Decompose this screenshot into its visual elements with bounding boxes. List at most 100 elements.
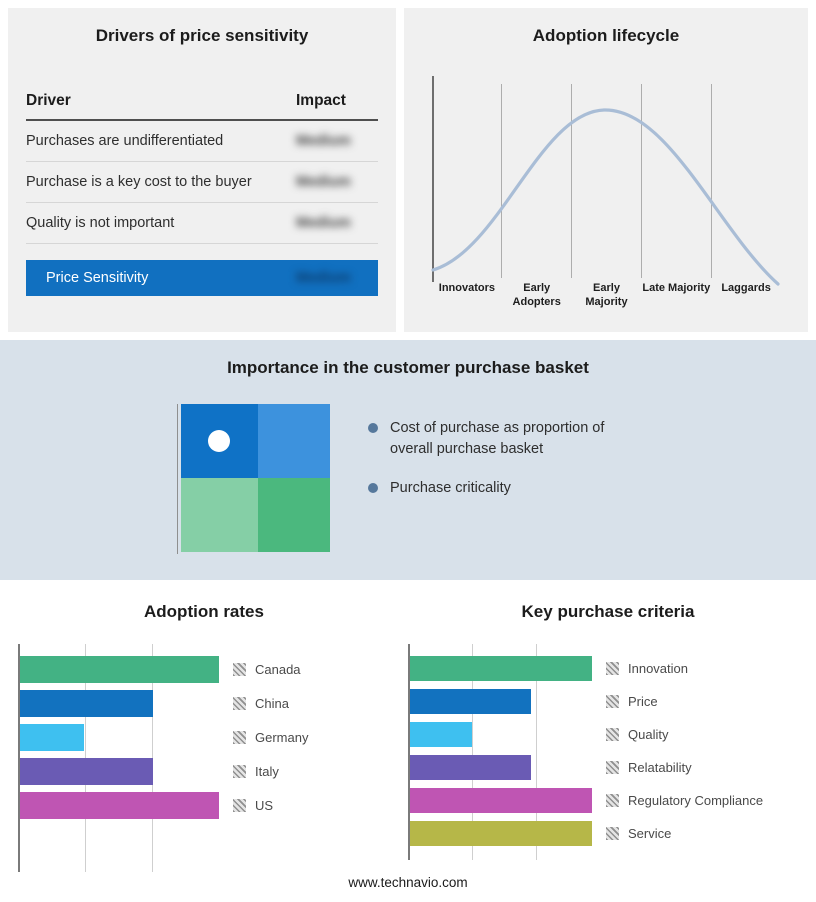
- price-sensitivity-bar: Price Sensitivity Medium: [26, 260, 378, 296]
- impact-column-header: Impact: [296, 92, 346, 109]
- bullet-icon: [368, 483, 378, 494]
- legend-item-germany: Germany: [233, 724, 308, 751]
- lifecycle-gridline: [501, 84, 502, 278]
- adoption-rates-legend: Canada China Germany Italy US: [233, 656, 308, 826]
- legend-label: Relatability: [628, 760, 692, 775]
- quadrant-graphic: [181, 404, 330, 552]
- legend-item-innovation: Innovation: [606, 656, 763, 681]
- legend-label: Price: [628, 694, 658, 709]
- footer-url: www.technavio.com: [348, 875, 468, 890]
- legend-label: Quality: [628, 727, 669, 742]
- table-row: Purchases are undifferentiated Medium: [26, 121, 378, 162]
- bar-price: [408, 689, 532, 714]
- impact-cell-blurred: Medium: [296, 215, 351, 231]
- legend-label: Regulatory Compliance: [628, 793, 764, 808]
- key-criteria-plot: [408, 644, 592, 860]
- table-row: Quality is not important Medium: [26, 203, 378, 244]
- purchase-basket-band: Importance in the customer purchase bask…: [0, 340, 816, 580]
- legend-label: Canada: [255, 662, 301, 677]
- legend-label: China: [255, 696, 289, 711]
- quadrant-top-left: [181, 404, 258, 478]
- circle-marker: [208, 430, 230, 452]
- price-sensitivity-label: Price Sensitivity: [46, 270, 149, 286]
- adoption-rates-plot: [18, 644, 219, 872]
- bullet-text: Purchase criticality: [390, 480, 511, 497]
- legend-swatch-icon: [606, 662, 619, 675]
- key-criteria-chart: Innovation Price Quality Relatability Regula…: [408, 644, 808, 860]
- bar-regulatory-compliance: [408, 788, 592, 813]
- driver-column-header: Driver: [26, 92, 71, 109]
- stage-label: Laggards: [721, 282, 771, 294]
- legend-swatch-icon: [606, 827, 619, 840]
- legend-swatch-icon: [606, 728, 619, 741]
- legend-label: Germany: [255, 730, 309, 745]
- drivers-title: Drivers of price sensitivity: [95, 26, 309, 45]
- legend-swatch-icon: [233, 765, 246, 778]
- legend-label: Service: [628, 826, 672, 841]
- legend-item-price: Price: [606, 689, 763, 714]
- list-item: Cost of purchase as proportion of overal…: [368, 418, 642, 460]
- quadrant-bottom-right: [258, 478, 330, 552]
- bar-germany: [18, 724, 85, 751]
- impact-cell-blurred: Medium: [296, 174, 351, 190]
- legend-label: Italy: [255, 764, 279, 779]
- bar-quality: [408, 722, 473, 747]
- chart-gridline: [536, 644, 538, 860]
- drivers-panel: Drivers of price sensitivity Driver Impa…: [8, 8, 396, 332]
- table-row: Purchase is a key cost to the buyer Medi…: [26, 162, 378, 203]
- lifecycle-gridline: [571, 84, 572, 278]
- stage-label: Late Majority: [642, 282, 711, 294]
- lifecycle-chart: [431, 76, 781, 286]
- legend-swatch-icon: [233, 697, 246, 710]
- lifecycle-gridline: [641, 84, 642, 278]
- legend-swatch-icon: [606, 695, 619, 708]
- legend-label: Innovation: [628, 661, 688, 676]
- legend-item-china: China: [233, 690, 308, 717]
- legend-swatch-icon: [606, 761, 619, 774]
- basket-bullet-list: Cost of purchase as proportion of overal…: [368, 418, 642, 517]
- bar-us: [18, 792, 219, 819]
- legend-item-canada: Canada: [233, 656, 308, 683]
- key-criteria-legend: Innovation Price Quality Relatability Regula…: [606, 656, 763, 854]
- bar-china: [18, 690, 153, 717]
- stage-label: Early Majority: [585, 282, 628, 308]
- legend-item-us: US: [233, 792, 308, 819]
- driver-cell: Quality is not important: [26, 215, 175, 231]
- quadrant-top-right: [258, 404, 330, 478]
- lifecycle-title: Adoption lifecycle: [532, 26, 680, 45]
- lifecycle-stage-labels: Innovators Early Adopters Early Majority…: [432, 282, 781, 310]
- stage-label: Innovators: [438, 282, 496, 294]
- basket-title: Importance in the customer purchase bask…: [227, 358, 589, 377]
- bullet-text: Cost of purchase as proportion of overal…: [390, 420, 605, 458]
- legend-swatch-icon: [233, 799, 246, 812]
- list-item: Purchase criticality: [368, 478, 642, 499]
- legend-swatch-icon: [233, 731, 246, 744]
- price-sensitivity-impact-blurred: Medium: [296, 270, 351, 286]
- bullet-icon: [368, 423, 378, 433]
- lifecycle-gridline: [711, 84, 712, 278]
- adoption-rates-title: Adoption rates: [144, 602, 264, 621]
- chart-y-axis: [18, 644, 20, 872]
- key-criteria-title: Key purchase criteria: [521, 602, 695, 621]
- drivers-table-header: Driver Impact: [26, 92, 378, 121]
- bar-relatability: [408, 755, 532, 780]
- quadrant-axis: [177, 404, 178, 554]
- chart-y-axis: [408, 644, 410, 860]
- impact-cell-blurred: Medium: [296, 133, 351, 149]
- bar-service: [408, 821, 592, 846]
- bar-innovation: [408, 656, 592, 681]
- stage-label: Early Adopters: [512, 282, 561, 308]
- lifecycle-y-axis: [432, 76, 434, 282]
- legend-item-regulatory-compliance: Regulatory Compliance: [606, 788, 763, 813]
- drivers-table: Driver Impact Purchases are undifferenti…: [26, 92, 378, 296]
- adoption-rates-block: Adoption rates Canada China Germany Italy US: [18, 602, 390, 872]
- legend-item-relatability: Relatability: [606, 755, 763, 780]
- adoption-rates-chart: Canada China Germany Italy US: [18, 644, 390, 872]
- bar-italy: [18, 758, 153, 785]
- driver-cell: Purchases are undifferentiated: [26, 133, 224, 149]
- key-criteria-block: Key purchase criteria Innovation Price Qua…: [408, 602, 808, 860]
- quadrant-bottom-left: [181, 478, 258, 552]
- legend-item-italy: Italy: [233, 758, 308, 785]
- chart-gridline: [472, 644, 474, 860]
